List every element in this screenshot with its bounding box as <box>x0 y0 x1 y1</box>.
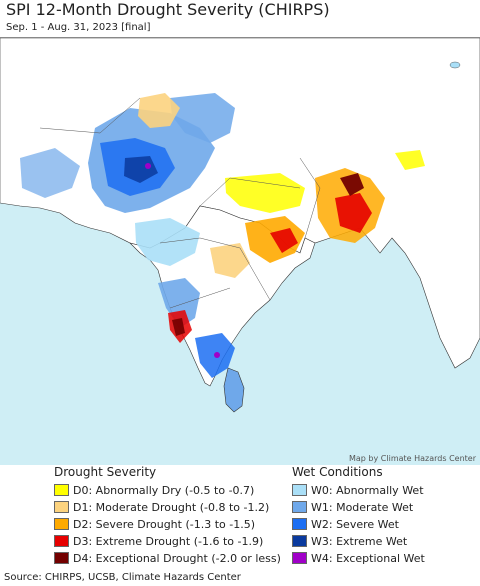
map-title: SPI 12-Month Drought Severity (CHIRPS) <box>6 0 330 19</box>
swatch-d0 <box>54 484 69 496</box>
legend-item-d3: D3: Extreme Drought (-1.6 to -1.9) <box>54 533 263 549</box>
drought-legend-title: Drought Severity <box>54 465 157 479</box>
legend: Drought Severity Wet Conditions D0: Abno… <box>0 465 480 570</box>
abnormally-dry-region-far-east <box>395 150 425 170</box>
swatch-d1 <box>54 501 69 513</box>
source-credit: Source: CHIRPS, UCSB, Climate Hazards Ce… <box>4 572 241 583</box>
internal-boundaries <box>39 97 321 309</box>
swatch-w0 <box>292 484 307 496</box>
legend-item-d1: D1: Moderate Drought (-0.8 to -1.2) <box>54 499 269 515</box>
wet-legend-title: Wet Conditions <box>292 465 383 479</box>
legend-label-w2: W2: Severe Wet <box>311 517 399 531</box>
legend-label-d3: D3: Extreme Drought (-1.6 to -1.9) <box>73 534 264 548</box>
legend-item-w4: W4: Exceptional Wet <box>292 550 425 566</box>
legend-item-w1: W1: Moderate Wet <box>292 499 413 515</box>
sri-lanka <box>223 367 245 413</box>
lake-northeast <box>449 61 461 69</box>
swatch-w1 <box>292 501 307 513</box>
wet-region-north <box>170 93 235 143</box>
legend-item-w2: W2: Severe Wet <box>292 516 399 532</box>
exceptional-drought-region-northeast <box>340 173 364 196</box>
legend-label-w3: W3: Extreme Wet <box>311 534 408 548</box>
exceptional-drought-region-southwest <box>172 318 185 336</box>
swatch-w3 <box>292 535 307 547</box>
extreme-wet-region-northwest <box>124 156 158 183</box>
exceptional-wet-spot-south <box>214 352 220 358</box>
exceptional-wet-spot-northwest <box>145 163 151 169</box>
wet-region-deccan <box>158 278 200 328</box>
legend-label-w4: W4: Exceptional Wet <box>311 551 425 565</box>
legend-item-d2: D2: Severe Drought (-1.3 to -1.5) <box>54 516 255 532</box>
legend-label-w0: W0: Abnormally Wet <box>311 483 424 497</box>
legend-label-w1: W1: Moderate Wet <box>311 500 414 514</box>
legend-item-d4: D4: Exceptional Drought (-2.0 or less) <box>54 550 281 566</box>
legend-label-d0: D0: Abnormally Dry (-0.5 to -0.7) <box>73 483 255 497</box>
moderate-drought-region-north <box>138 93 180 128</box>
map-canvas <box>0 38 480 466</box>
swatch-d4 <box>54 552 69 564</box>
map-subtitle: Sep. 1 - Aug. 31, 2023 [final] <box>6 22 151 33</box>
moderate-drought-region-central <box>210 243 250 278</box>
legend-label-d4: D4: Exceptional Drought (-2.0 or less) <box>73 551 281 565</box>
legend-label-d1: D1: Moderate Drought (-0.8 to -1.2) <box>73 500 270 514</box>
swatch-d2 <box>54 518 69 530</box>
map-credit: Map by Climate Hazards Center <box>349 454 476 463</box>
extreme-drought-region-bangladesh <box>335 193 372 233</box>
legend-label-d2: D2: Severe Drought (-1.3 to -1.5) <box>73 517 256 531</box>
legend-item-w0: W0: Abnormally Wet <box>292 482 424 498</box>
abnormally-dry-region-gangetic <box>225 173 305 213</box>
legend-item-d0: D0: Abnormally Dry (-0.5 to -0.7) <box>54 482 254 498</box>
wet-region-pakistan <box>20 148 80 198</box>
swatch-w2 <box>292 518 307 530</box>
extreme-drought-region-east <box>270 228 298 253</box>
swatch-d3 <box>54 535 69 547</box>
legend-item-w3: W3: Extreme Wet <box>292 533 407 549</box>
drought-map: Map by Climate Hazards Center <box>0 37 480 467</box>
swatch-w4 <box>292 552 307 564</box>
